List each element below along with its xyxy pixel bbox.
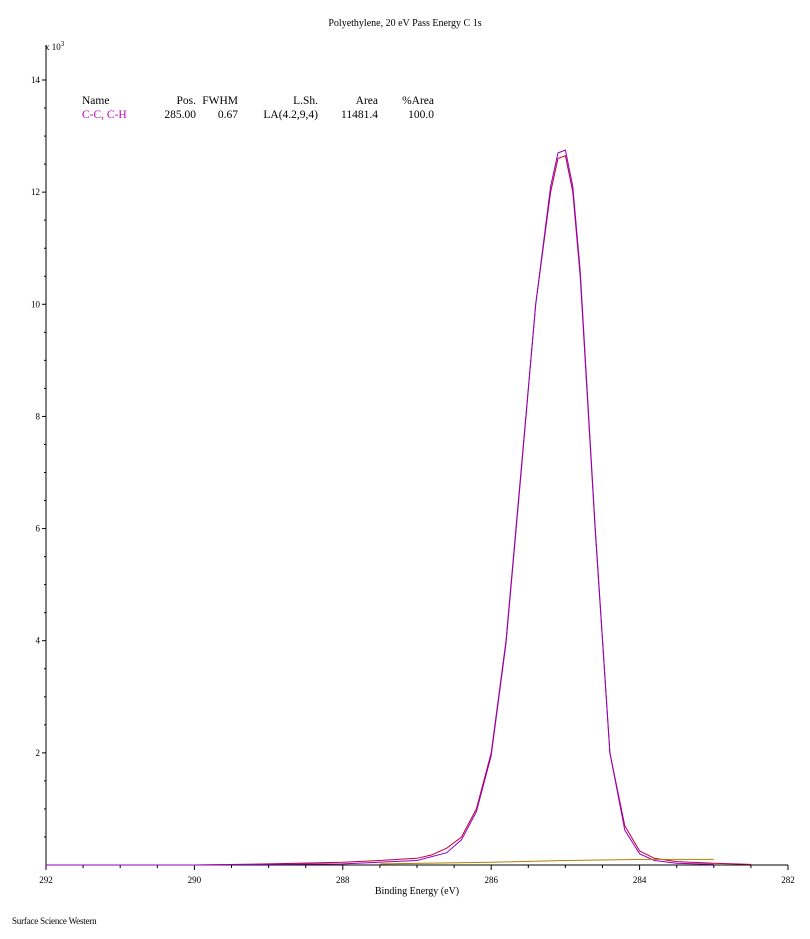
component-area: 11481.4 <box>341 109 378 121</box>
x-axis-label: Binding Energy (eV) <box>374 886 460 897</box>
x-tick-label: 286 <box>484 875 498 885</box>
y-tick-label: 2 <box>36 748 41 758</box>
component-lineshape: LA(4.2,9,4) <box>263 109 318 121</box>
x-tick-label: 288 <box>336 875 350 885</box>
x-axis-ticks: 292 290 288 286 284 282 <box>39 865 795 885</box>
series-background <box>379 858 714 865</box>
peak-table-row: C-C, C-H 285.00 0.67 LA(4.2,9,4) 11481.4… <box>82 108 434 122</box>
plot-frame <box>45 45 788 866</box>
header-fwhm: FWHM <box>202 95 238 107</box>
component-name: C-C, C-H <box>82 109 127 121</box>
y-tick-label: 14 <box>31 75 41 85</box>
x-tick-label: 290 <box>188 875 202 885</box>
header-name: Name <box>82 95 110 107</box>
y-axis-ticks: 2 4 6 8 10 12 14 <box>31 75 46 838</box>
y-tick-label: 6 <box>36 524 41 534</box>
y-tick-label: 12 <box>31 187 40 197</box>
y-tick-label: 10 <box>31 299 41 309</box>
x-tick-label: 284 <box>633 875 647 885</box>
chart-title: Polyethylene, 20 eV Pass Energy C 1s <box>328 18 482 29</box>
header-pos: Pos. <box>176 95 197 107</box>
y-multiplier: x 103 <box>45 40 65 52</box>
peak-table: Name Pos. FWHM L.Sh. Area %Area C-C, C-H… <box>82 94 434 122</box>
series-envelope-data <box>46 155 751 866</box>
header-lineshape: L.Sh. <box>293 95 318 107</box>
x-tick-label: 292 <box>39 875 53 885</box>
component-fwhm: 0.67 <box>217 109 238 121</box>
footer-credit: Surface Science Western <box>12 916 97 926</box>
x-tick-label: 282 <box>781 875 795 885</box>
peak-table-header: Name Pos. FWHM L.Sh. Area %Area <box>82 94 434 108</box>
header-area: Area <box>355 95 378 107</box>
component-position: 285.00 <box>164 109 196 121</box>
series-lines <box>46 149 751 866</box>
component-percent-area: 100.0 <box>408 109 434 121</box>
y-tick-label: 8 <box>36 411 41 421</box>
y-tick-label: 4 <box>36 636 41 646</box>
header-percent-area: %Area <box>402 95 434 107</box>
series-c-c-c-h <box>46 149 714 866</box>
